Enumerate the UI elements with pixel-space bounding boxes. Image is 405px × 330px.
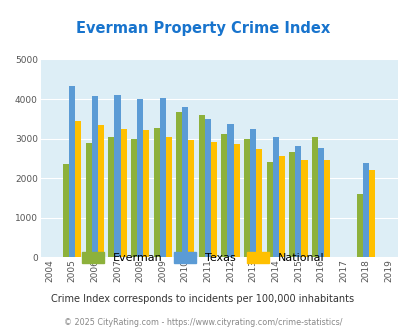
Bar	[294, 146, 301, 257]
Bar	[301, 160, 307, 257]
Bar	[266, 162, 272, 257]
Bar	[356, 194, 362, 257]
Bar	[272, 137, 278, 257]
Bar	[159, 98, 165, 257]
Bar	[69, 86, 75, 257]
Bar	[311, 137, 317, 257]
Bar	[63, 164, 69, 257]
Bar	[211, 142, 217, 257]
Text: © 2025 CityRating.com - https://www.cityrating.com/crime-statistics/: © 2025 CityRating.com - https://www.city…	[64, 318, 341, 327]
Bar	[114, 95, 120, 257]
Bar	[243, 139, 249, 257]
Bar	[165, 137, 171, 257]
Bar	[131, 139, 137, 257]
Bar	[278, 156, 284, 257]
Bar	[153, 127, 159, 257]
Bar	[362, 163, 369, 257]
Bar	[188, 140, 194, 257]
Bar	[92, 96, 98, 257]
Bar	[75, 121, 81, 257]
Bar	[182, 107, 188, 257]
Bar	[221, 134, 227, 257]
Legend: Everman, Texas, National: Everman, Texas, National	[78, 248, 327, 267]
Bar	[143, 130, 149, 257]
Text: Everman Property Crime Index: Everman Property Crime Index	[76, 21, 329, 36]
Bar	[137, 99, 143, 257]
Bar	[227, 124, 233, 257]
Bar	[198, 115, 205, 257]
Bar	[108, 137, 114, 257]
Bar	[323, 160, 329, 257]
Bar	[256, 149, 262, 257]
Bar	[85, 143, 92, 257]
Bar	[205, 119, 211, 257]
Text: Crime Index corresponds to incidents per 100,000 inhabitants: Crime Index corresponds to incidents per…	[51, 294, 354, 304]
Bar	[98, 125, 104, 257]
Bar	[249, 129, 256, 257]
Bar	[120, 129, 126, 257]
Bar	[176, 112, 182, 257]
Bar	[288, 152, 294, 257]
Bar	[369, 170, 375, 257]
Bar	[233, 144, 239, 257]
Bar	[317, 148, 323, 257]
